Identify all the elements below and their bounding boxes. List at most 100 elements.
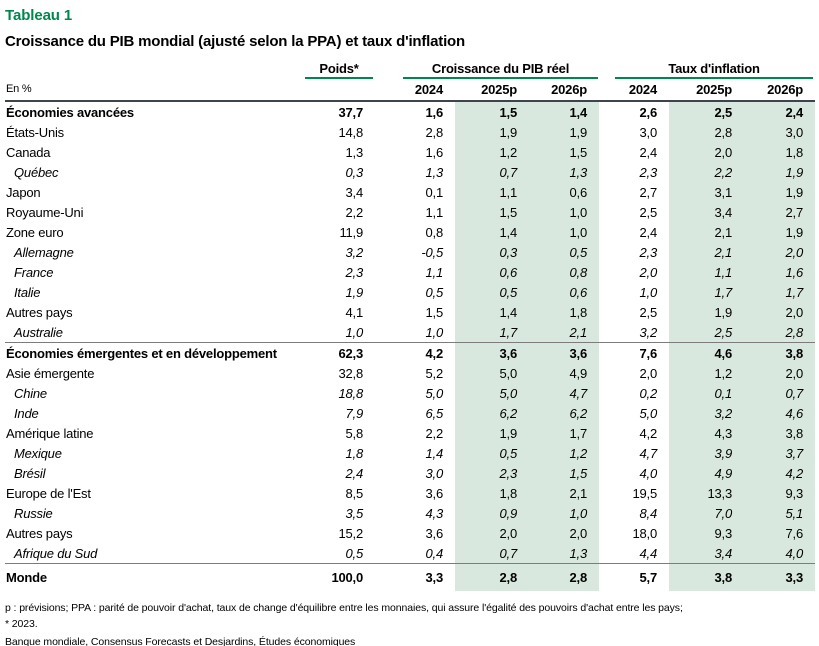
value-cell: 3,4 xyxy=(669,543,744,564)
value-cell: 4,9 xyxy=(669,463,744,483)
row-label: Italie xyxy=(14,284,41,300)
value-cell: 2,7 xyxy=(639,184,658,200)
row-label: Allemagne xyxy=(14,244,74,260)
year-header: 2026p xyxy=(529,79,599,102)
value-cell: 2,0 xyxy=(744,242,816,262)
row-label: Québec xyxy=(14,164,59,180)
value-cell: 3,6 xyxy=(425,485,444,501)
value-cell: 3,9 xyxy=(669,443,744,463)
value-cell: 1,9 xyxy=(455,423,529,443)
value-cell: 5,8 xyxy=(345,425,364,441)
row-label: Économies avancées xyxy=(6,104,134,120)
table-row: Australie 1,0 1,0 1,7 2,1 3,2 2,5 2,8 xyxy=(5,322,816,343)
value-cell: 2,8 xyxy=(529,563,599,591)
value-cell: 0,5 xyxy=(345,545,364,561)
value-cell: 0,7 xyxy=(455,162,529,182)
value-cell: 2,5 xyxy=(669,101,744,122)
table-row: Inde 7,9 6,5 6,2 6,2 5,0 3,2 4,6 xyxy=(5,403,816,423)
row-label: Autres pays xyxy=(6,525,73,541)
value-cell: 1,6 xyxy=(744,262,816,282)
value-cell: 1,3 xyxy=(529,162,599,182)
footnotes: p : prévisions; PPA : parité de pouvoir … xyxy=(5,600,819,646)
table-row: Russie 3,5 4,3 0,9 1,0 8,4 7,0 5,1 xyxy=(5,503,816,523)
value-cell: 1,8 xyxy=(455,483,529,503)
year-header-row: En % 2024 2025p 2026p 2024 2025p 2026p xyxy=(5,79,816,102)
row-label: Autres pays xyxy=(6,304,73,320)
value-cell: 2,6 xyxy=(639,104,658,120)
gdp-growth-group-label: Croissance du PIB réel xyxy=(403,61,598,79)
value-cell: 3,2 xyxy=(669,403,744,423)
table-row: Mexique 1,8 1,4 0,5 1,2 4,7 3,9 3,7 xyxy=(5,443,816,463)
value-cell: 4,0 xyxy=(639,465,658,481)
table-row: États-Unis 14,8 2,8 1,9 1,9 3,0 2,8 3,0 xyxy=(5,122,816,142)
value-cell: 0,9 xyxy=(455,503,529,523)
value-cell: 1,5 xyxy=(425,304,444,320)
value-cell: 2,0 xyxy=(669,142,744,162)
value-cell: 1,1 xyxy=(669,262,744,282)
value-cell: 62,3 xyxy=(297,342,375,363)
gdp-growth-group-header: Croissance du PIB réel xyxy=(375,57,599,79)
table-row: Chine 18,8 5,0 5,0 4,7 0,2 0,1 0,7 xyxy=(5,383,816,403)
value-cell: 0,5 xyxy=(455,443,529,463)
value-cell: 2,1 xyxy=(669,222,744,242)
row-label: Asie émergente xyxy=(6,365,95,381)
value-cell: 1,3 xyxy=(425,164,444,180)
value-cell: 0,1 xyxy=(669,383,744,403)
row-label: Europe de l'Est xyxy=(6,485,91,501)
value-cell: 1,7 xyxy=(744,282,816,302)
value-cell: 1,2 xyxy=(455,142,529,162)
value-cell: 0,1 xyxy=(425,184,444,200)
value-cell: 1,9 xyxy=(455,122,529,142)
value-cell: 2,2 xyxy=(425,425,444,441)
value-cell: 2,5 xyxy=(669,322,744,343)
value-cell: 2,4 xyxy=(744,101,816,122)
value-cell: 4,2 xyxy=(375,342,455,363)
value-cell: 0,7 xyxy=(455,543,529,564)
value-cell: 1,2 xyxy=(529,443,599,463)
value-cell: 1,5 xyxy=(455,101,529,122)
value-cell: 0,5 xyxy=(425,284,444,300)
value-cell: 3,6 xyxy=(529,342,599,363)
year-header: 2024 xyxy=(375,79,455,102)
value-cell: 0,6 xyxy=(529,282,599,302)
value-cell: 14,8 xyxy=(338,124,363,140)
value-cell: 4,1 xyxy=(345,304,364,320)
table-row: Afrique du Sud 0,5 0,4 0,7 1,3 4,4 3,4 4,0 xyxy=(5,543,816,564)
value-cell: 3,4 xyxy=(345,184,364,200)
value-cell: 5,0 xyxy=(455,383,529,403)
value-cell: 9,3 xyxy=(744,483,816,503)
row-label: Royaume-Uni xyxy=(6,204,84,220)
value-cell: 1,9 xyxy=(744,162,816,182)
value-cell: 0,3 xyxy=(345,164,364,180)
row-label: Canada xyxy=(6,144,51,160)
value-cell: 4,9 xyxy=(529,363,599,383)
table-row: Italie 1,9 0,5 0,5 0,6 1,0 1,7 1,7 xyxy=(5,282,816,302)
value-cell: 1,7 xyxy=(529,423,599,443)
value-cell: 2,1 xyxy=(529,322,599,343)
value-cell: 18,0 xyxy=(632,525,657,541)
value-cell: 1,1 xyxy=(425,264,444,280)
value-cell: 1,6 xyxy=(425,104,444,120)
value-cell: 0,5 xyxy=(455,282,529,302)
table-row: Japon 3,4 0,1 1,1 0,6 2,7 3,1 1,9 xyxy=(5,182,816,202)
table-row: Autres pays 4,1 1,5 1,4 1,8 2,5 1,9 2,0 xyxy=(5,302,816,322)
table-row: Asie émergente 32,8 5,2 5,0 4,9 2,0 1,2 2,0 xyxy=(5,363,816,383)
empty-corner-cell xyxy=(5,57,297,79)
value-cell: 5,0 xyxy=(639,405,658,421)
value-cell: 2,0 xyxy=(744,302,816,322)
poids-spacer-cell xyxy=(297,79,375,102)
value-cell: 6,5 xyxy=(425,405,444,421)
value-cell: 6,2 xyxy=(529,403,599,423)
value-cell: 2,3 xyxy=(455,463,529,483)
table-row: Autres pays 15,2 3,6 2,0 2,0 18,0 9,3 7,6 xyxy=(5,523,816,543)
value-cell: 1,4 xyxy=(455,302,529,322)
row-label: Afrique du Sud xyxy=(14,545,98,561)
value-cell: 3,3 xyxy=(375,563,455,591)
value-cell: 1,6 xyxy=(425,144,444,160)
table-row: Canada 1,3 1,6 1,2 1,5 2,4 2,0 1,8 xyxy=(5,142,816,162)
table-row: Brésil 2,4 3,0 2,3 1,5 4,0 4,9 4,2 xyxy=(5,463,816,483)
row-label: Amérique latine xyxy=(6,425,94,441)
value-cell: 1,8 xyxy=(529,302,599,322)
value-cell: 0,2 xyxy=(639,385,658,401)
value-cell: 1,5 xyxy=(455,202,529,222)
